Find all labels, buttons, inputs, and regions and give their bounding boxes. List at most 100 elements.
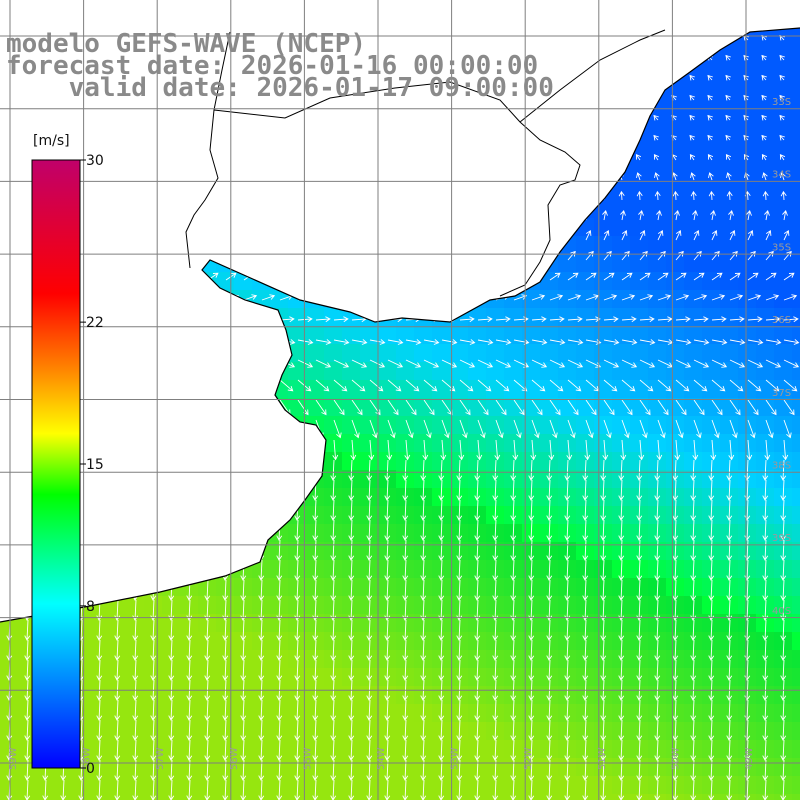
sea-cell — [180, 182, 199, 201]
sea-cell — [126, 182, 145, 201]
wind-arrow — [546, 559, 553, 581]
wind-arrow — [708, 739, 715, 761]
wind-arrow — [240, 539, 247, 561]
wind-arrow — [365, 114, 371, 121]
wind-arrow — [275, 153, 282, 161]
wind-arrow — [582, 699, 589, 721]
wind-arrow — [420, 559, 427, 581]
wind-arrow — [405, 294, 420, 301]
wind-arrow — [168, 699, 175, 721]
sea-cell — [162, 308, 181, 327]
wind-arrow — [315, 272, 327, 281]
wind-arrow — [474, 499, 481, 521]
wind-arrow — [114, 559, 121, 581]
wind-arrow — [636, 539, 643, 561]
sea-cell — [450, 128, 469, 147]
wind-arrow — [513, 419, 522, 439]
wind-arrow — [531, 399, 543, 416]
wind-arrow — [657, 419, 666, 439]
sea-cell — [450, 146, 469, 165]
wind-arrow — [675, 294, 690, 301]
wind-arrow — [600, 639, 607, 661]
wind-arrow — [258, 739, 265, 761]
sea-cell — [612, 110, 631, 129]
wind-arrow — [420, 479, 427, 501]
wind-arrow — [618, 779, 625, 800]
lon-label: 53W — [450, 747, 461, 770]
wind-arrow — [441, 230, 448, 241]
wind-arrow — [528, 579, 535, 601]
wind-arrow — [204, 559, 211, 581]
wind-arrow — [135, 250, 144, 261]
sea-cell — [306, 236, 325, 255]
sea-cell — [414, 164, 433, 183]
wind-arrow — [423, 399, 435, 416]
wind-arrow — [258, 559, 265, 581]
sea-cell — [162, 236, 181, 255]
sea-cell — [756, 74, 775, 93]
sea-cell — [630, 344, 649, 363]
wind-arrow — [153, 272, 165, 281]
sea-cell — [396, 434, 415, 453]
sea-cell — [270, 506, 289, 525]
wind-arrow — [9, 272, 21, 281]
sea-cell — [162, 200, 181, 219]
wind-arrow — [384, 659, 391, 681]
sea-cell — [792, 128, 800, 147]
sea-cell — [270, 164, 289, 183]
wind-arrow — [330, 779, 337, 800]
wind-arrow — [240, 739, 247, 761]
sea-cell — [342, 380, 361, 399]
wind-arrow — [440, 439, 447, 461]
wind-arrow — [618, 190, 625, 201]
wind-arrow — [116, 439, 123, 461]
forecast-date: forecast date: 2026-01-16 00:00:00 — [6, 51, 539, 81]
wind-arrow — [495, 359, 512, 368]
wind-arrow — [258, 779, 265, 800]
wind-arrow — [387, 339, 404, 345]
wind-arrow — [438, 559, 445, 581]
sea-cell — [432, 254, 451, 273]
sea-cell — [666, 416, 685, 435]
wind-arrow — [149, 114, 155, 121]
sea-cell — [144, 290, 163, 309]
sea-cell — [432, 308, 451, 327]
wind-arrow — [474, 559, 481, 581]
wind-arrow — [312, 459, 319, 481]
wind-arrow — [620, 439, 627, 461]
wind-arrow — [114, 519, 121, 541]
wind-arrow — [458, 439, 465, 461]
sea-cell — [576, 128, 595, 147]
wind-arrow — [402, 499, 409, 521]
wind-arrow — [528, 559, 535, 581]
wind-arrow — [348, 699, 355, 721]
wind-arrow — [492, 559, 499, 581]
wind-arrow — [672, 559, 679, 581]
wind-arrow — [726, 579, 733, 601]
sea-cell — [234, 416, 253, 435]
sea-cell — [504, 398, 523, 417]
sea-cell — [90, 488, 109, 507]
wind-arrow — [762, 479, 769, 501]
wind-arrow — [546, 539, 553, 561]
sea-cell — [144, 398, 163, 417]
wind-arrow — [423, 272, 435, 281]
sea-cell — [720, 398, 739, 417]
wind-arrow — [312, 719, 319, 741]
wind-arrow — [351, 419, 360, 439]
sea-cell — [702, 290, 721, 309]
wind-arrow — [603, 250, 612, 261]
sea-cell — [558, 344, 577, 363]
sea-cell — [576, 254, 595, 273]
wind-arrow — [333, 316, 349, 323]
wind-arrow — [168, 639, 175, 661]
sea-cell — [576, 74, 595, 93]
sea-cell — [108, 380, 127, 399]
sea-cell — [576, 272, 595, 291]
wind-arrow — [654, 479, 661, 501]
sea-cell — [252, 506, 271, 525]
sea-cell — [756, 200, 775, 219]
wind-arrow — [384, 172, 390, 181]
wind-arrow — [744, 499, 751, 521]
wind-arrow — [330, 172, 336, 181]
